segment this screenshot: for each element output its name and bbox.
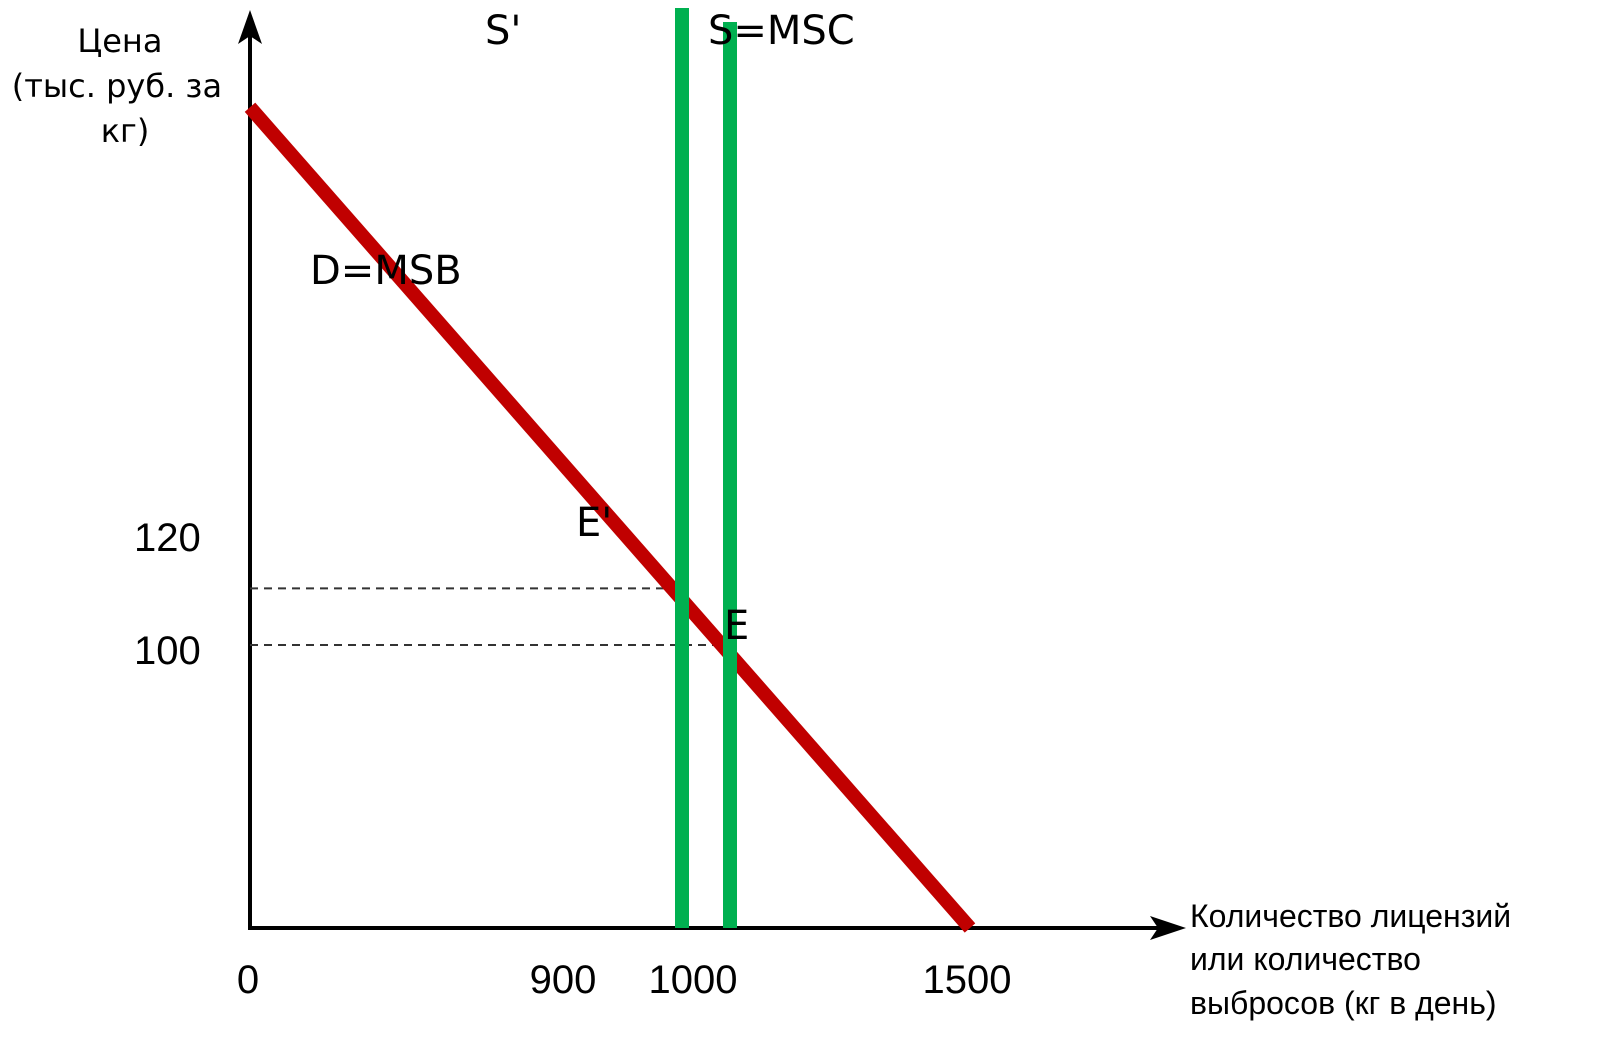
y-axis-arrow-icon [238,10,262,44]
x-tick-label: 900 [530,958,597,1002]
point-labels: E' E [576,500,749,649]
series-labels: D=MSB S' S=MSC [310,8,855,294]
series-label-s-prime: S' [485,8,521,54]
x-tick-label: 1500 [923,958,1012,1002]
x-axis-label-line-1: Количество лицензий [1190,898,1511,934]
x-axis-label-line-3: выбросов (кг в день) [1190,985,1497,1021]
y-axis-label-line-2: (тыс. руб. за [12,67,222,105]
x-axis [248,916,1186,940]
y-axis [238,10,262,928]
y-axis-label: Цена (тыс. руб. за кг) [12,22,232,150]
y-tick-label: 120 [134,516,201,560]
guide-lines [250,587,730,646]
series-label-demand: D=MSB [310,248,462,294]
y-axis-label-line-3: кг) [101,112,150,150]
series-layer [244,8,976,933]
y-tick-labels: 100 120 [134,516,201,673]
x-tick-label: 0 [237,958,259,1002]
x-tick-label: 1000 [649,958,738,1002]
y-tick-label: 100 [134,629,201,673]
series-line-demand [244,102,976,933]
x-axis-label-line-2: или количество [1190,941,1421,977]
point-label-e-prime: E' [576,500,612,546]
x-axis-label: Количество лицензий или количество выбро… [1190,898,1520,1021]
y-axis-label-line-1: Цена [77,22,162,60]
series-label-s-msc: S=MSC [708,8,855,54]
x-tick-labels: 0 900 1000 1500 [237,958,1012,1002]
point-label-e: E [724,603,749,649]
x-axis-arrow-icon [1150,916,1186,940]
